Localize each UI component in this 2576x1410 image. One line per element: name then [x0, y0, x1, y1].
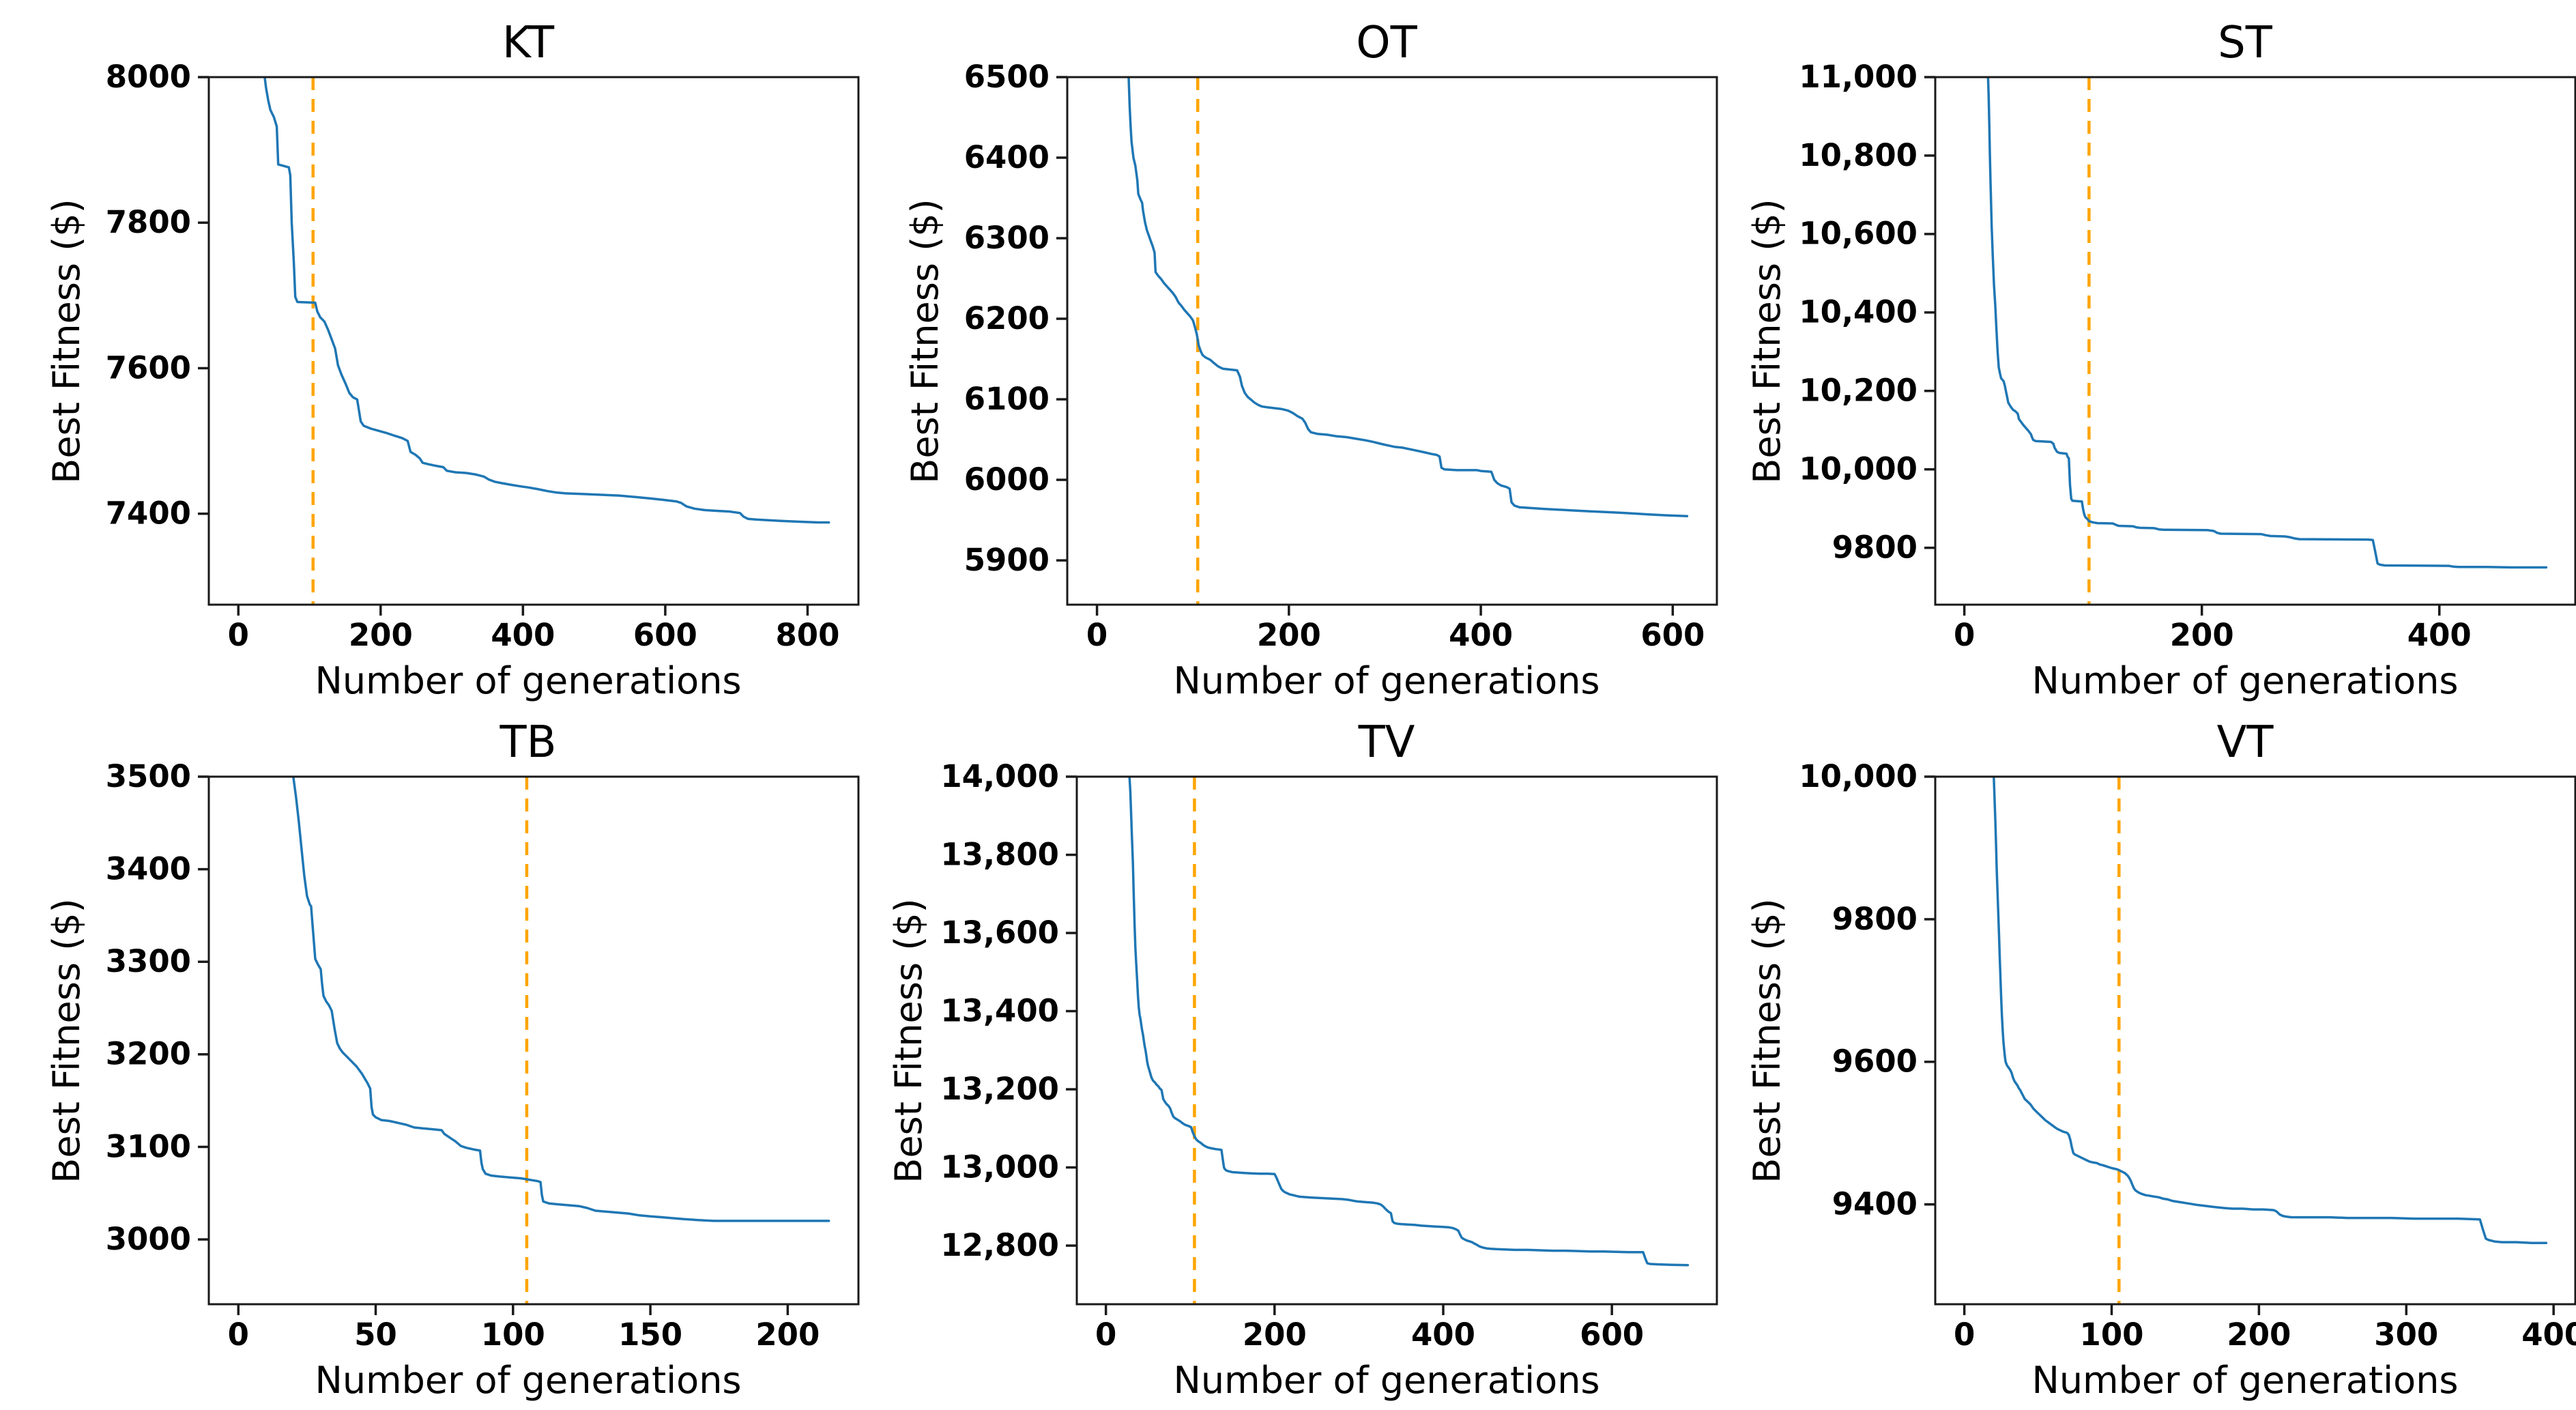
subplot-title: TV: [1358, 717, 1415, 768]
x-tick-label: 600: [633, 617, 697, 653]
y-tick-label: 7800: [106, 204, 191, 240]
y-tick-label: 6100: [964, 381, 1050, 417]
x-tick-label: 400: [2407, 617, 2472, 653]
x-axis-label: Number of generations: [1173, 659, 1600, 702]
y-tick-label: 3300: [106, 943, 191, 979]
y-tick-label: 9600: [1832, 1044, 1917, 1080]
y-tick-label: 9800: [1832, 530, 1917, 566]
x-axis-label: Number of generations: [1173, 1359, 1600, 1402]
x-tick-label: 0: [1954, 617, 1975, 653]
y-tick-label: 3500: [106, 758, 191, 794]
y-tick-label: 9400: [1832, 1186, 1917, 1222]
x-tick-label: 600: [1640, 617, 1705, 653]
best-fitness-line: [292, 777, 830, 1222]
x-tick-label: 0: [228, 1317, 249, 1353]
y-tick-label: 10,400: [1799, 294, 1917, 330]
y-tick-label: 9800: [1832, 901, 1917, 937]
y-tick-label: 13,000: [940, 1149, 1059, 1185]
x-axis-label: Number of generations: [2031, 1359, 2459, 1402]
subplot-title: KT: [502, 18, 555, 68]
x-tick-label: 400: [1449, 617, 1513, 653]
axes-spines: [207, 775, 860, 1306]
y-tick-label: 13,400: [940, 992, 1059, 1028]
x-tick-label: 150: [618, 1317, 682, 1353]
y-tick-label: 14,000: [940, 758, 1059, 794]
plot-area-ot: 0 200 400 600 5900 6000 6100 6200 6300 6400 6500: [964, 59, 1718, 653]
y-tick-label: 7600: [106, 349, 191, 386]
x-tick-label: 400: [2521, 1317, 2576, 1353]
y-tick-label: 6200: [964, 300, 1050, 336]
axes-spines: [1066, 76, 1718, 606]
x-tick-label: 400: [1411, 1317, 1475, 1353]
subplot-title: VT: [2216, 717, 2274, 768]
x-axis-label: Number of generations: [315, 659, 742, 702]
best-fitness-line: [1128, 777, 1690, 1267]
subplot-vt: VT Best Fitness ($) 0 100 200 300 400 9400 960…: [1744, 710, 2576, 1410]
x-tick-label: 200: [1243, 1317, 1307, 1353]
subplot-tb: TB Best Fitness ($) 0 50 100 150 200 3000 3100…: [27, 710, 886, 1410]
subplot-kt: KT Best Fitness ($) 0 200 400 600 800 7400 760…: [27, 11, 886, 710]
x-axis-label: Number of generations: [2031, 659, 2459, 702]
x-tick-label: 0: [228, 617, 249, 653]
y-tick-label: 6000: [964, 461, 1050, 498]
x-tick-label: 600: [1580, 1317, 1644, 1353]
x-tick-label: 0: [1086, 617, 1108, 653]
best-fitness-line: [1993, 777, 2548, 1244]
subplot-title: TB: [500, 717, 557, 768]
subplot-st: ST Best Fitness ($) 0 200 400 9800 10,000 10,…: [1744, 11, 2576, 710]
plot-area-tv: 0 200 400 600 12,800 13,000 13,200 13,400 13,600…: [940, 758, 1718, 1353]
y-tick-label: 3100: [106, 1128, 191, 1164]
axes-spines: [1934, 76, 2576, 606]
y-tick-label: 13,800: [940, 836, 1059, 872]
y-tick-label: 3000: [106, 1221, 191, 1257]
x-tick-label: 0: [1095, 1317, 1116, 1353]
x-tick-label: 200: [2170, 617, 2234, 653]
y-tick-label: 10,000: [1799, 758, 1917, 794]
x-tick-label: 200: [349, 617, 413, 653]
y-tick-label: 12,800: [940, 1227, 1059, 1263]
subplot-title: ST: [2218, 18, 2272, 68]
y-tick-label: 6300: [964, 220, 1050, 256]
subplot-title: OT: [1356, 18, 1417, 68]
y-tick-label: 3400: [106, 850, 191, 887]
plot-area-vt: 0 100 200 300 400 9400 9600 9800 10,000: [1799, 758, 2576, 1353]
best-fitness-line: [1986, 77, 2548, 569]
x-tick-label: 200: [1257, 617, 1321, 653]
axes-spines: [1075, 775, 1718, 1306]
y-tick-label: 5900: [964, 542, 1050, 578]
x-axis-label: Number of generations: [315, 1359, 742, 1402]
axes-spines: [1934, 775, 2576, 1306]
y-tick-label: 6500: [964, 59, 1050, 95]
plot-area-st: 0 200 400 9800 10,000 10,200 10,400 10,600 10,80…: [1799, 59, 2576, 653]
y-tick-label: 10,800: [1799, 137, 1917, 173]
y-tick-label: 10,200: [1799, 373, 1917, 409]
y-tick-label: 6400: [964, 139, 1050, 175]
axes-spines: [207, 76, 860, 606]
y-tick-label: 7400: [106, 495, 191, 532]
x-tick-label: 0: [1954, 1317, 1975, 1353]
y-tick-label: 10,000: [1799, 451, 1917, 487]
subplot-ot: OT Best Fitness ($) 0 200 400 600 5900 6000 61…: [886, 11, 1744, 710]
x-tick-label: 50: [354, 1317, 397, 1353]
y-tick-label: 3200: [106, 1036, 191, 1072]
y-tick-label: 13,200: [940, 1071, 1059, 1107]
x-tick-label: 300: [2374, 1317, 2438, 1353]
x-tick-label: 200: [2227, 1317, 2291, 1353]
best-fitness-line: [263, 77, 830, 524]
y-tick-label: 11,000: [1799, 59, 1917, 95]
best-fitness-line: [1127, 77, 1689, 517]
y-tick-label: 8000: [106, 59, 191, 95]
x-tick-label: 200: [755, 1317, 820, 1353]
x-tick-label: 100: [2080, 1317, 2144, 1353]
x-tick-label: 400: [491, 617, 555, 653]
y-tick-label: 13,600: [940, 915, 1059, 951]
y-tick-label: 10,600: [1799, 216, 1917, 252]
subplot-tv: TV Best Fitness ($) 0 200 400 600 12,800 13,0…: [886, 710, 1744, 1410]
plot-area-tb: 0 50 100 150 200 3000 3100 3200 3300 3400 3500: [106, 758, 860, 1353]
x-tick-label: 100: [481, 1317, 545, 1353]
x-tick-label: 800: [775, 617, 839, 653]
plot-area-kt: 0 200 400 600 800 7400 7600 7800 8000: [106, 59, 860, 653]
